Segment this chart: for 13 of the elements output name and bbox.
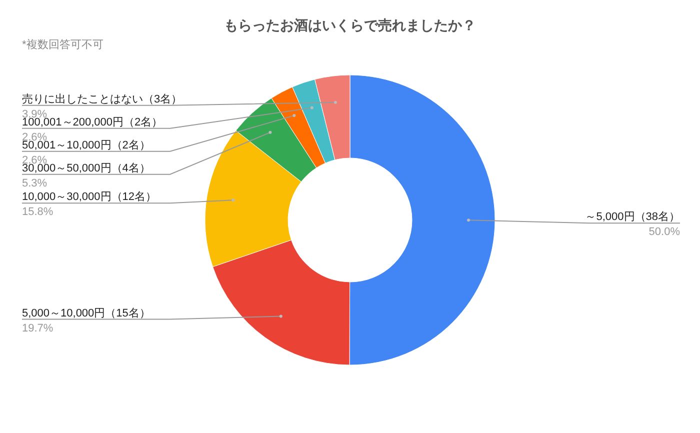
slice-label: 売りに出したことはない（3名） bbox=[22, 92, 182, 106]
slice-label: 5,000～10,000円（15名） bbox=[22, 307, 150, 320]
slice-label: 100,001～200,000円（2名） bbox=[22, 116, 163, 128]
data-label: 5.3% bbox=[22, 177, 48, 190]
chart-subtitle: *複数回答可不可 bbox=[22, 38, 104, 51]
slice-label: 10,000～30,000円（12名） bbox=[22, 191, 157, 204]
data-label: 15.8% bbox=[22, 206, 54, 218]
chart-title: もらったお酒はいくらで売れましたか？ bbox=[224, 17, 476, 33]
slice-label: 30,000～50,000円（4名） bbox=[22, 162, 150, 174]
slice-label: ～5,000円（38名） bbox=[585, 211, 680, 224]
data-label: 50.0% bbox=[648, 226, 680, 238]
data-label: 19.7% bbox=[22, 322, 54, 334]
slice-label: 50,001～10,000円（2名） bbox=[22, 139, 150, 152]
